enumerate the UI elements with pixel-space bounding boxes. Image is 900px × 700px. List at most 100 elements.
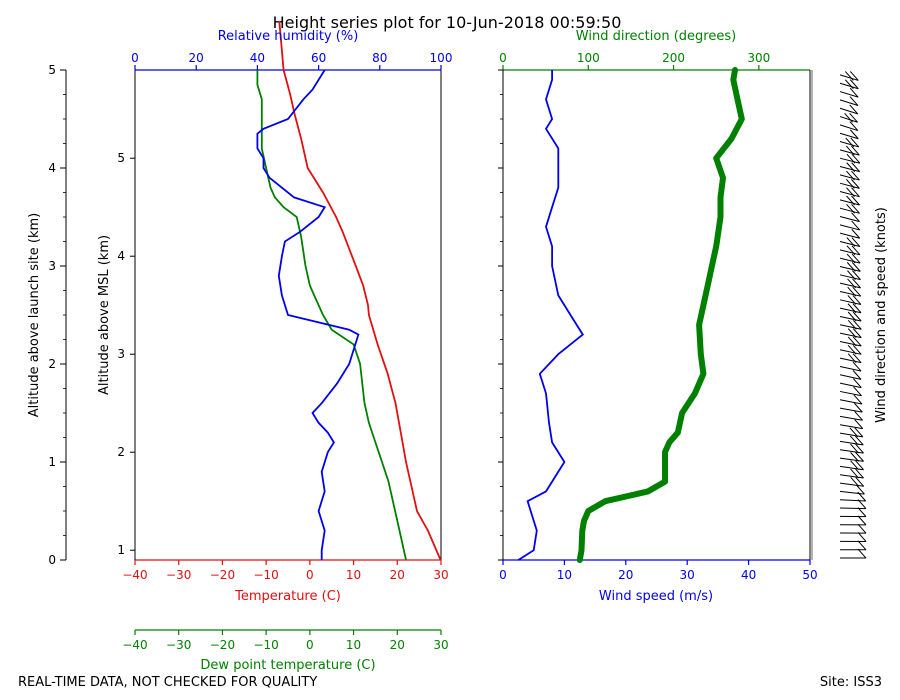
wind-barb-feather	[847, 336, 857, 347]
wind-barb-staff	[839, 241, 860, 248]
wind-barb-staff	[839, 116, 858, 123]
wind-barb-feather	[846, 187, 855, 198]
wind-direction-series-line	[576, 67, 745, 563]
wind-barb-feather	[849, 79, 859, 90]
wind-direction-tick-label: 0	[499, 51, 507, 65]
wind-barb-feather	[849, 112, 858, 123]
wind-barb-feather	[853, 394, 863, 405]
wind-barb-feather	[850, 443, 859, 454]
wind-barb-staff	[839, 424, 863, 430]
humidity-tick-label: 40	[250, 51, 265, 65]
wind-barb-staff	[839, 465, 864, 471]
launch-altitude-axis-label: Altitude above launch site (km)	[27, 213, 42, 417]
dewpoint-tick-label: 30	[433, 638, 448, 652]
wind-speed-series-line	[517, 70, 584, 561]
dewpoint-tick-label: −10	[253, 638, 278, 652]
dewpoint-tick-label: −20	[210, 638, 235, 652]
wind-speed-axis-label: Wind speed (m/s)	[599, 589, 713, 604]
wind-barb-feather	[851, 228, 861, 239]
wind-barbs-axis-label: Wind direction and speed (knots)	[874, 207, 889, 423]
wind-barb-feather	[853, 402, 863, 413]
wind-barb-feather	[850, 137, 860, 148]
wind-barb-feather	[851, 153, 861, 164]
temperature-tick-label: −10	[253, 568, 278, 582]
wind-barb-feather	[855, 443, 864, 454]
wind-barb-feather	[852, 328, 862, 338]
humidity-axis-label: Relative humidity (%)	[218, 29, 359, 44]
temperature-tick-label: 20	[390, 568, 405, 582]
wind-barb-staff	[839, 74, 859, 81]
wind-barb-feather	[845, 137, 855, 148]
wind-barb-staff	[839, 457, 864, 462]
wind-barb-staff	[839, 224, 860, 231]
wind-barb-staff	[839, 191, 860, 198]
humidity-tick-label: 100	[430, 51, 453, 65]
wind-barb-feather	[849, 435, 859, 446]
wind-barb-staff	[839, 407, 863, 413]
wind-barb-feather	[852, 353, 862, 363]
wind-barb-feather	[849, 71, 859, 81]
wind-barb-staff	[839, 324, 862, 330]
dewpoint-tick-label: 10	[346, 638, 361, 652]
wind-barb-staff	[839, 315, 862, 322]
wind-barb-feather	[855, 468, 864, 479]
wind-barb-feather	[846, 170, 855, 181]
wind-barb-feather	[852, 344, 862, 355]
msl-altitude-tick-label: 2	[117, 445, 125, 459]
wind-barb-staff	[839, 199, 860, 206]
wind-direction-axis-label: Wind direction (degrees)	[576, 29, 736, 44]
wind-barb-feather	[846, 153, 856, 164]
chart-title: Height series plot for 10-Jun-2018 00:59…	[273, 13, 622, 32]
temperature-tick-label: −20	[210, 568, 235, 582]
wind-barb-staff	[839, 299, 861, 305]
wind-barb-staff	[839, 207, 860, 214]
wind-barb-staff	[839, 249, 861, 256]
dewpoint-tick-label: 20	[390, 638, 405, 652]
wind-barb-feather	[856, 484, 865, 495]
wind-barb-feather	[855, 452, 864, 462]
wind-barb-staff	[839, 357, 862, 364]
humidity-tick-label: 0	[131, 51, 139, 65]
wind-barb-staff	[839, 440, 864, 446]
dewpoint-tick-label: 0	[306, 638, 314, 652]
wind-barb-staff	[839, 107, 858, 115]
wind-barb-feather	[847, 353, 857, 363]
wind-barb-feather	[844, 112, 853, 123]
wind-barb-feather	[851, 220, 861, 231]
wind-barb-feather	[847, 303, 857, 314]
wind-direction-tick-label: 100	[577, 51, 600, 65]
wind-barb-feather	[844, 79, 854, 90]
wind-barb-staff	[839, 340, 862, 347]
launch-altitude-tick-label: 3	[48, 259, 56, 273]
wind-barb-feather	[852, 286, 862, 297]
temperature-tick-label: 30	[433, 568, 448, 582]
wind-barb-feather	[851, 187, 860, 198]
wind-barb-feather	[857, 540, 867, 551]
wind-barb-staff	[839, 232, 860, 239]
left-panel: −40 −30 −20 −10 0 10 20 30−40 −30 −20 −10 0 10 20 300 2…	[48, 20, 453, 652]
wind-barb-feather	[857, 548, 867, 559]
wind-barb-staff	[839, 474, 864, 479]
temperature-tick-label: −30	[166, 568, 191, 582]
wind-direction-tick-label: 300	[747, 51, 770, 65]
wind-barb-staff	[839, 149, 860, 156]
wind-barb-staff	[839, 257, 861, 264]
humidity-series-line	[256, 69, 360, 560]
wind-speed-tick-label: 10	[557, 568, 572, 582]
temperature-axis-label: Temperature (C)	[234, 589, 341, 604]
wind-barb-staff	[839, 482, 864, 487]
wind-barb-staff	[839, 82, 859, 90]
dewpoint-series-line	[256, 70, 407, 561]
wind-barb-staff	[839, 332, 862, 339]
temperature-tick-label: −40	[122, 568, 147, 582]
wind-barb-feather	[854, 419, 864, 429]
wind-barb-feather	[846, 179, 855, 189]
wind-barb-staff	[839, 216, 860, 223]
wind-speed-tick-label: 20	[618, 568, 633, 582]
msl-altitude-tick-label: 4	[117, 249, 125, 263]
wind-barb-staff	[839, 290, 861, 297]
wind-barb-feather	[850, 468, 859, 479]
wind-barb-feather	[854, 435, 864, 446]
msl-altitude-tick-label: 5	[117, 151, 125, 165]
